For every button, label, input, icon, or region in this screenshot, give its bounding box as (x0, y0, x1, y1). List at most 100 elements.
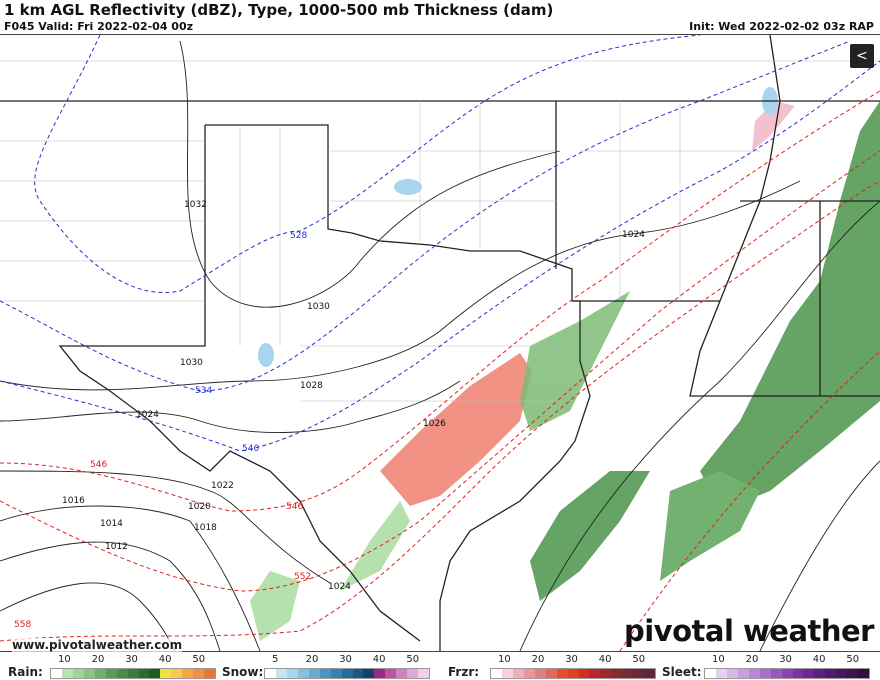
map-svg: 1032 1030 1030 1028 1026 1024 1024 1024 … (0, 34, 880, 652)
legend-swatch (858, 669, 870, 678)
legend-label: Snow: (222, 665, 264, 679)
isobar-label: 1012 (105, 542, 128, 552)
legend-swatch (127, 669, 139, 678)
legend-tick: 40 (812, 654, 826, 665)
thickness-label: 558 (14, 620, 31, 630)
legend-tick: 30 (125, 654, 138, 665)
legend-swatch (705, 669, 716, 678)
legend-swatch (545, 669, 557, 678)
thickness-cold (0, 34, 880, 452)
legend-swatch (633, 669, 645, 678)
legend-swatch (160, 669, 172, 678)
isobar-label: 1032 (184, 200, 207, 210)
legend-swatch (748, 669, 760, 678)
legend-swatch (297, 669, 309, 678)
legend-swatch (275, 669, 287, 678)
legend-label: Frzr: (448, 665, 480, 679)
legend-swatch (512, 669, 524, 678)
thickness-warm (0, 90, 880, 652)
legend-tick: 40 (372, 654, 386, 665)
thickness-label: 540 (242, 444, 259, 454)
legend-tick: 50 (192, 654, 206, 665)
thickness-label: 528 (290, 231, 307, 241)
isobar-label: 1026 (423, 419, 446, 429)
legend-swatch (182, 669, 194, 678)
legend-label: Sleet: (662, 665, 702, 679)
rain-area (250, 101, 880, 641)
legend-swatch (319, 669, 331, 678)
legend-tick: 20 (745, 654, 759, 665)
legend-swatch (352, 669, 364, 678)
legend-swatch (265, 669, 276, 678)
share-icon[interactable]: < (850, 44, 874, 68)
thickness-label: 546 (90, 460, 107, 470)
legend-swatch (341, 669, 353, 678)
pivotal-weather-logo: pivotal weather (623, 614, 875, 648)
legend-swatch (396, 669, 408, 678)
isobar-label: 1022 (211, 481, 234, 491)
valid-time: F045 Valid: Fri 2022-02-04 00z (4, 20, 194, 33)
legend-tick: 30 (339, 654, 352, 665)
legend-colorbar (490, 668, 656, 679)
legend-swatch (374, 669, 386, 678)
legend-colorbar (704, 668, 870, 679)
legend-swatch (193, 669, 205, 678)
legend-tick: 10 (498, 654, 511, 665)
legend-swatch (600, 669, 612, 678)
legend-swatch (149, 669, 161, 678)
legend-swatch (330, 669, 342, 678)
legend-swatch (204, 669, 216, 678)
legend-tick: 5 (272, 654, 279, 665)
legend-swatch (491, 669, 502, 678)
legend-swatch (385, 669, 397, 678)
legend-swatch (589, 669, 601, 678)
isobar-label: 1028 (300, 381, 323, 391)
legend-swatch (501, 669, 513, 678)
isobar-label: 1024 (622, 230, 645, 240)
legend-label: Rain: (8, 665, 43, 679)
legend-swatch (770, 669, 782, 678)
thickness-label: 546 (286, 502, 303, 512)
legend-swatch (72, 669, 84, 678)
legend-tick: 10 (712, 654, 725, 665)
legend-tick: 10 (58, 654, 71, 665)
legend-swatch (611, 669, 623, 678)
legend-swatch (836, 669, 848, 678)
weather-map[interactable]: 1032 1030 1030 1028 1026 1024 1024 1024 … (0, 34, 880, 652)
legend-tick: 20 (531, 654, 545, 665)
legend-swatch (138, 669, 150, 678)
legend-swatch (105, 669, 117, 678)
legend-tick: 20 (305, 654, 319, 665)
isobar-label: 1024 (136, 410, 159, 420)
isobar-labels: 1032 1030 1030 1028 1026 1024 1024 1024 … (62, 200, 645, 592)
legend-swatch (847, 669, 859, 678)
legend-swatch (523, 669, 535, 678)
isobar-label: 1018 (194, 523, 217, 533)
legend-colorbar (264, 668, 430, 679)
legend-colorbar (50, 668, 216, 679)
legend-tick: 30 (565, 654, 578, 665)
website-link[interactable]: www.pivotalweather.com (12, 638, 183, 652)
legend-swatch (792, 669, 804, 678)
freezing-rain-area (380, 101, 795, 506)
legend-swatch (286, 669, 298, 678)
legend-swatch (83, 669, 95, 678)
precip-type-legend: Rain: 10 20 30 40 50 Snow: 5 20 30 40 50 Frzr: 10 20 30… (0, 653, 880, 680)
legend-swatch (363, 669, 375, 678)
isobar-label: 1024 (328, 582, 351, 592)
isobar-label: 1030 (307, 302, 330, 312)
isobar-label: 1020 (188, 502, 211, 512)
legend-swatch (556, 669, 568, 678)
thickness-labels: 528 534 540 546 546 552 558 (14, 231, 311, 630)
isobars (0, 40, 880, 652)
legend-swatch (715, 669, 727, 678)
legend-swatch (61, 669, 73, 678)
legend-tick: 30 (779, 654, 792, 665)
isobar-label: 1014 (100, 519, 123, 529)
init-time: Init: Wed 2022-02-02 03z RAP (689, 20, 874, 33)
snow-area (258, 87, 778, 367)
legend-swatch (407, 669, 419, 678)
legend-tick: 50 (846, 654, 860, 665)
legend-swatch (116, 669, 128, 678)
legend-swatch (803, 669, 815, 678)
